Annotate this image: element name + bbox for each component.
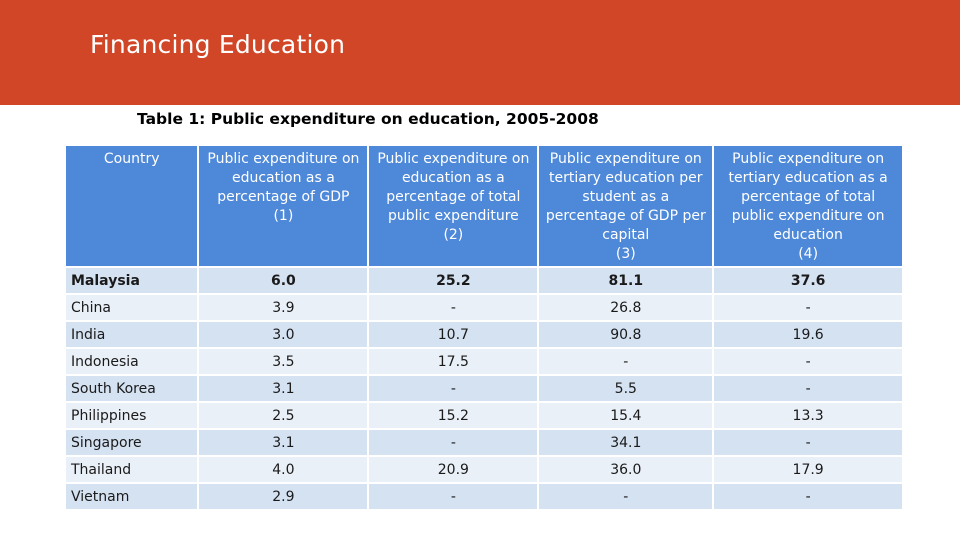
header-line: percentage of GDP per — [545, 208, 706, 224]
header-line: Public expenditure on — [377, 151, 530, 167]
value-cell: - — [369, 430, 538, 455]
table-row: Vietnam 2.9 - - - — [66, 484, 902, 509]
country-cell: China — [66, 295, 198, 320]
table-caption: Table 1: Public expenditure on education… — [137, 110, 599, 128]
value-cell: - — [714, 484, 902, 509]
header-line: Public expenditure on — [207, 151, 360, 167]
header-line: (3) — [615, 246, 636, 262]
header-line: capital — [602, 227, 650, 243]
title-banner — [0, 0, 960, 105]
value-cell: 25.2 — [369, 268, 538, 293]
value-cell: 34.1 — [539, 430, 713, 455]
country-cell: South Korea — [66, 376, 198, 401]
value-cell: - — [369, 484, 538, 509]
header-line: tertiary education per — [549, 170, 703, 186]
value-cell: 15.2 — [369, 403, 538, 428]
table-row: India 3.0 10.7 90.8 19.6 — [66, 322, 902, 347]
header-line: Public expenditure on — [732, 151, 885, 167]
country-cell: Singapore — [66, 430, 198, 455]
header-country: Country — [66, 146, 198, 266]
value-cell: 15.4 — [539, 403, 713, 428]
header-line: percentage of total — [741, 189, 876, 205]
table-row: Philippines 2.5 15.2 15.4 13.3 — [66, 403, 902, 428]
header-col3: Public expenditure on tertiary education… — [539, 146, 713, 266]
table-row: China 3.9 - 26.8 - — [66, 295, 902, 320]
header-col1: Public expenditure on education as a per… — [199, 146, 368, 266]
table-row: Indonesia 3.5 17.5 - - — [66, 349, 902, 374]
header-line: (1) — [273, 208, 294, 224]
value-cell: - — [714, 376, 902, 401]
country-cell: Thailand — [66, 457, 198, 482]
value-cell: 90.8 — [539, 322, 713, 347]
value-cell: 3.1 — [199, 430, 368, 455]
value-cell: - — [539, 349, 713, 374]
header-line: education as a — [231, 170, 335, 186]
value-cell: 3.9 — [199, 295, 368, 320]
value-cell: 36.0 — [539, 457, 713, 482]
country-cell: India — [66, 322, 198, 347]
table-row: South Korea 3.1 - 5.5 - — [66, 376, 902, 401]
header-col2: Public expenditure on education as a per… — [369, 146, 538, 266]
header-col4: Public expenditure on tertiary education… — [714, 146, 902, 266]
header-line: student as a — [582, 189, 670, 205]
slide-title: Financing Education — [90, 30, 346, 59]
value-cell: - — [369, 376, 538, 401]
table-row: Thailand 4.0 20.9 36.0 17.9 — [66, 457, 902, 482]
country-cell: Vietnam — [66, 484, 198, 509]
value-cell: 2.5 — [199, 403, 368, 428]
table-row: Singapore 3.1 - 34.1 - — [66, 430, 902, 455]
value-cell: - — [369, 295, 538, 320]
value-cell: 5.5 — [539, 376, 713, 401]
header-line: education — [773, 227, 843, 243]
value-cell: 6.0 — [199, 268, 368, 293]
table-header-row: Country Public expenditure on education … — [66, 146, 902, 266]
table-row-malaysia: Malaysia 6.0 25.2 81.1 37.6 — [66, 268, 902, 293]
value-cell: 17.9 — [714, 457, 902, 482]
value-cell: 4.0 — [199, 457, 368, 482]
value-cell: - — [714, 430, 902, 455]
country-cell: Indonesia — [66, 349, 198, 374]
value-cell: 2.9 — [199, 484, 368, 509]
country-cell: Malaysia — [66, 268, 198, 293]
value-cell: 3.1 — [199, 376, 368, 401]
value-cell: - — [539, 484, 713, 509]
value-cell: - — [714, 295, 902, 320]
country-cell: Philippines — [66, 403, 198, 428]
header-line: percentage of GDP — [217, 189, 350, 205]
value-cell: 3.5 — [199, 349, 368, 374]
header-line: Public expenditure on — [549, 151, 702, 167]
header-line: percentage of total — [386, 189, 521, 205]
header-line: education as a — [401, 170, 505, 186]
expenditure-table: Country Public expenditure on education … — [64, 144, 904, 511]
value-cell: 20.9 — [369, 457, 538, 482]
value-cell: 13.3 — [714, 403, 902, 428]
header-line: (4) — [798, 246, 819, 262]
value-cell: 26.8 — [539, 295, 713, 320]
header-line: public expenditure on — [731, 208, 885, 224]
header-line: (2) — [443, 227, 464, 243]
value-cell: 19.6 — [714, 322, 902, 347]
value-cell: 17.5 — [369, 349, 538, 374]
value-cell: - — [714, 349, 902, 374]
value-cell: 10.7 — [369, 322, 538, 347]
header-line: public expenditure — [387, 208, 519, 224]
value-cell: 37.6 — [714, 268, 902, 293]
header-line: tertiary education as a — [728, 170, 888, 186]
value-cell: 3.0 — [199, 322, 368, 347]
value-cell: 81.1 — [539, 268, 713, 293]
